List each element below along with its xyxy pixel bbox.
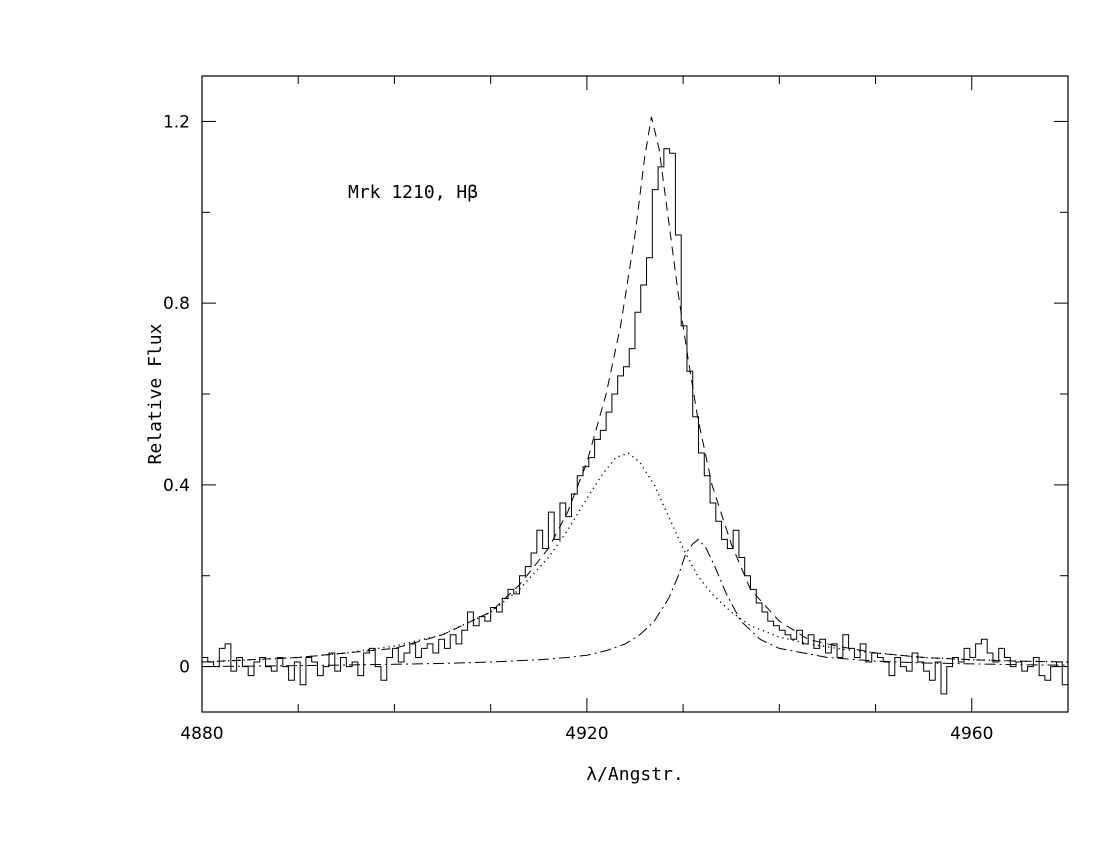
x-tick-label: 4920 — [565, 724, 608, 744]
x-tick-label: 4960 — [950, 724, 993, 744]
x-tick-label: 4880 — [180, 724, 223, 744]
series-layer — [201, 116, 1069, 695]
y-tick-label: 0 — [179, 658, 190, 678]
series-line-solid — [202, 148, 1069, 695]
plot-frame — [201, 75, 1069, 713]
series-line-dash-dot — [201, 538, 1069, 668]
x-axis-title: λ/Angstr. — [586, 764, 684, 785]
axis-ticks — [201, 76, 1069, 712]
tick-labels: 4880 4920 4960 0 0.4 0.8 1.2 — [163, 112, 993, 744]
series-line-dashed — [201, 116, 1069, 663]
annotation-label: Mrk 1210, Hβ — [348, 182, 478, 203]
y-tick-label: 1.2 — [163, 112, 190, 132]
series-line-dotted — [201, 452, 1069, 663]
y-tick-label: 0.4 — [163, 476, 190, 496]
y-axis-title: Relative Flux — [145, 323, 166, 464]
y-tick-label: 0.8 — [163, 294, 190, 314]
